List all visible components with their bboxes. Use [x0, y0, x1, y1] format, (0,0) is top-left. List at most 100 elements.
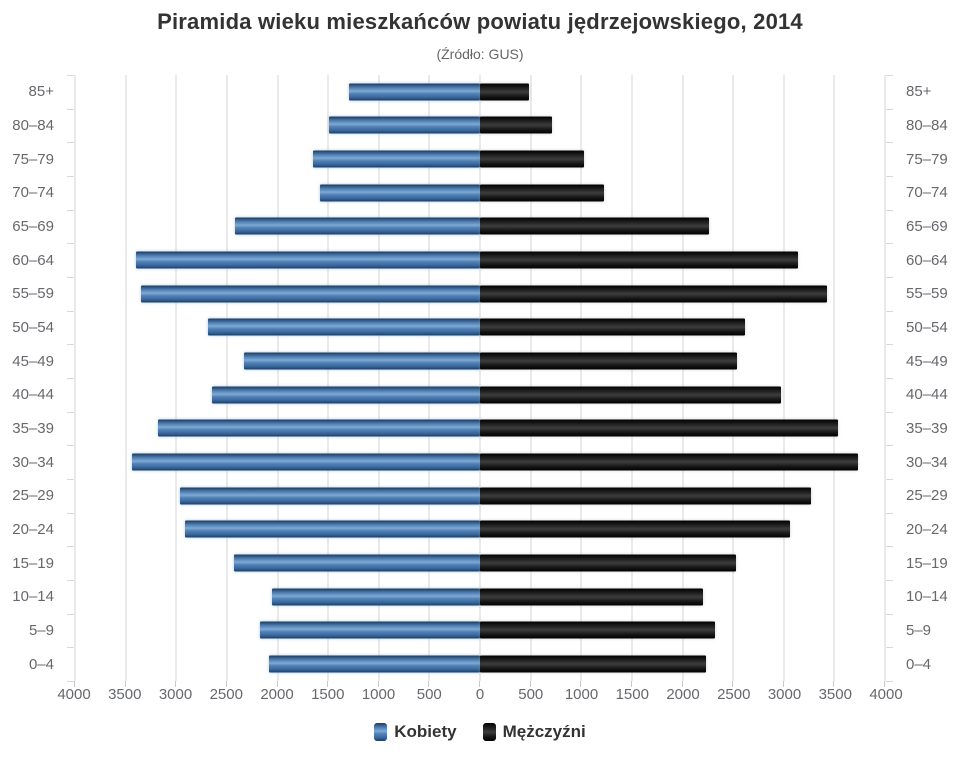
age-label-right: 30–34: [906, 453, 948, 471]
age-label-right: 15–19: [906, 554, 948, 572]
bar-men-50–54[interactable]: [480, 318, 746, 336]
bar-men-30–34[interactable]: [480, 453, 858, 471]
bar-men-80–84[interactable]: [480, 116, 552, 134]
age-label-left: 70–74: [12, 184, 54, 202]
bar-women-70–74[interactable]: [320, 184, 480, 202]
pyramid-row: [75, 580, 885, 614]
y-axis-tick-right: [886, 310, 893, 312]
y-axis-tick-right: [886, 512, 893, 514]
pyramid-row: [75, 614, 885, 648]
y-axis-tick-right: [886, 243, 893, 245]
gridline: [782, 75, 785, 681]
x-tick-label: 4000: [57, 686, 91, 703]
legend-label-women: Kobiety: [394, 722, 457, 741]
bar-women-35–39[interactable]: [158, 419, 480, 437]
x-axis-tick: [124, 681, 126, 687]
bar-men-55–59[interactable]: [480, 285, 828, 303]
bar-men-40–44[interactable]: [480, 386, 781, 404]
pyramid-row: [75, 647, 885, 681]
bar-men-0–4[interactable]: [480, 655, 706, 673]
gridline: [681, 75, 684, 681]
age-label-left: 75–79: [12, 150, 54, 168]
gridline: [74, 75, 76, 681]
y-axis-tick-left: [67, 344, 74, 346]
bar-men-70–74[interactable]: [480, 184, 604, 202]
bar-women-25–29[interactable]: [180, 487, 480, 505]
age-label-left: 30–34: [12, 453, 54, 471]
age-label-right: 40–44: [906, 386, 948, 404]
gridline: [124, 75, 127, 681]
y-axis-tick-right: [886, 378, 893, 379]
x-axis-tick: [630, 681, 632, 687]
bar-men-15–19[interactable]: [480, 554, 737, 572]
pyramid-row: [75, 176, 885, 210]
legend-item-women[interactable]: Kobiety: [374, 722, 457, 742]
y-axis-tick-left: [67, 647, 74, 649]
bar-women-0–4[interactable]: [269, 655, 480, 673]
chart-subtitle: (Źródło: GUS): [436, 46, 524, 62]
gridline: [377, 75, 380, 681]
bar-women-20–24[interactable]: [185, 520, 480, 538]
bar-women-5–9[interactable]: [260, 621, 480, 639]
bar-women-50–54[interactable]: [207, 318, 480, 336]
y-axis-tick-left: [67, 75, 74, 76]
x-axis-tick: [276, 681, 278, 687]
y-axis-tick-left: [67, 580, 74, 581]
x-tick-label: 0: [475, 686, 485, 703]
x-axis-tick: [74, 681, 75, 687]
y-axis-tick-left: [67, 243, 74, 245]
pyramid-row: [75, 344, 885, 378]
x-axis-tick: [377, 681, 379, 687]
x-axis-tick: [782, 681, 784, 687]
age-label-left: 45–49: [12, 352, 54, 370]
pyramid-row: [75, 142, 885, 176]
bar-women-80–84[interactable]: [329, 116, 480, 134]
y-axis-tick-right: [886, 411, 893, 413]
bar-men-5–9[interactable]: [480, 621, 715, 639]
age-label-left: 0–4: [28, 655, 54, 673]
x-tick-label: 2000: [666, 686, 700, 703]
age-label-right: 60–64: [906, 251, 948, 269]
bar-men-10–14[interactable]: [480, 588, 703, 606]
pyramid-row: [75, 75, 885, 109]
x-tick-label: 3500: [818, 686, 852, 703]
bar-men-45–49[interactable]: [480, 352, 738, 370]
bar-women-10–14[interactable]: [272, 588, 480, 606]
bar-women-65–69[interactable]: [234, 217, 480, 235]
gridline: [580, 75, 583, 681]
bar-men-85+[interactable]: [480, 83, 529, 101]
x-tick-label: 500: [518, 686, 544, 703]
pyramid-row: [75, 210, 885, 244]
y-axis-tick-left: [67, 310, 74, 312]
bar-men-65–69[interactable]: [480, 217, 709, 235]
bar-men-35–39[interactable]: [480, 419, 839, 437]
pyramid-row: [75, 546, 885, 580]
bar-women-40–44[interactable]: [211, 386, 480, 404]
bar-women-55–59[interactable]: [140, 285, 480, 303]
gridline: [479, 75, 481, 681]
bar-women-15–19[interactable]: [233, 554, 480, 572]
age-label-left: 35–39: [12, 419, 54, 437]
bar-women-75–79[interactable]: [312, 150, 480, 168]
age-label-right: 70–74: [906, 184, 948, 202]
gridline: [276, 75, 279, 681]
x-axis-tick: [580, 681, 582, 687]
bar-men-25–29[interactable]: [480, 487, 812, 505]
bar-men-60–64[interactable]: [480, 251, 798, 269]
bar-women-45–49[interactable]: [244, 352, 480, 370]
bar-women-60–64[interactable]: [135, 251, 480, 269]
age-label-right: 80–84: [906, 116, 948, 134]
legend-item-men[interactable]: Mężczyźni: [482, 722, 586, 742]
bar-women-30–34[interactable]: [131, 453, 480, 471]
age-axis-left: 85+ 80–84 75–79 70–74 65–69 60–64 55–59 50–54 45…: [0, 75, 64, 681]
bar-men-75–79[interactable]: [480, 150, 585, 168]
y-axis-tick-left: [67, 378, 74, 379]
bar-women-85+[interactable]: [349, 83, 480, 101]
y-axis-tick-right: [886, 344, 893, 346]
pyramid-row: [75, 109, 885, 143]
y-axis-tick-right: [886, 176, 893, 177]
y-axis-tick-left: [67, 613, 74, 615]
x-tick-label: 2500: [209, 686, 243, 703]
y-axis-tick-right: [886, 546, 893, 548]
bar-men-20–24[interactable]: [480, 520, 790, 538]
